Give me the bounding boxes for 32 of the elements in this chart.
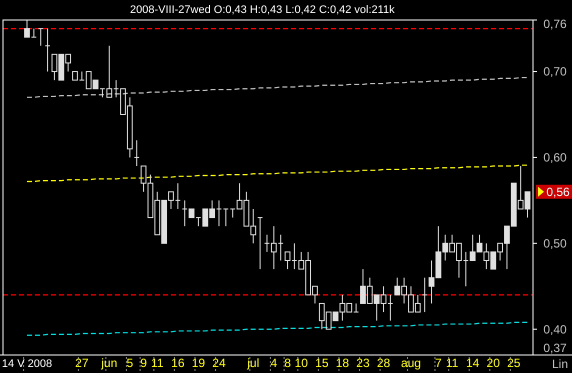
x-tick-label: 18 xyxy=(336,356,350,370)
x-tick-label: 11 xyxy=(446,356,459,370)
x-tick-label: 8 xyxy=(284,356,292,370)
y-tick-label: 0,76 xyxy=(543,17,567,32)
x-tick-label: 23 xyxy=(356,356,370,370)
x-tick-label: 24 xyxy=(212,356,226,370)
x-tick-label: 19 xyxy=(192,356,206,370)
x-tick-label: 14 V 2008 xyxy=(2,358,52,370)
x-tick-label: aug xyxy=(400,356,421,370)
x-tick-label: 15 xyxy=(315,356,329,370)
x-tick-label: 4 xyxy=(270,356,278,370)
y-tick-label: 0,40 xyxy=(543,322,567,336)
x-tick-label: 16 xyxy=(171,356,185,370)
x-tick-label: 28 xyxy=(376,356,391,370)
chart-subtitle: 2008-VIII-27wed O:0,43 H:0,43 L:0,42 C:0,42 vol:211k xyxy=(130,4,396,16)
x-tick-label: 11 xyxy=(151,356,164,370)
x-tick-label: 10 xyxy=(294,356,308,370)
y-tick-label: 0,50 xyxy=(543,236,567,251)
x-tick-label: 25 xyxy=(507,356,521,370)
text: 0,56 xyxy=(546,184,570,199)
x-tick-label: 27 xyxy=(75,356,89,370)
y-tick-label: 0,60 xyxy=(543,150,567,165)
x-tick-label: 9 xyxy=(140,356,148,370)
x-tick-label: jul xyxy=(246,356,260,370)
x-tick-label: jun xyxy=(100,356,118,370)
x-tick-label: 5 xyxy=(126,356,134,370)
text: Lin xyxy=(552,357,568,371)
y-tick-label: 0,37 xyxy=(543,341,567,356)
x-tick-label: 20 xyxy=(486,356,500,370)
x-tick-label: 7 xyxy=(435,356,442,370)
y-tick-label: 0,70 xyxy=(543,64,567,79)
x-tick-label: 14 xyxy=(466,356,480,370)
